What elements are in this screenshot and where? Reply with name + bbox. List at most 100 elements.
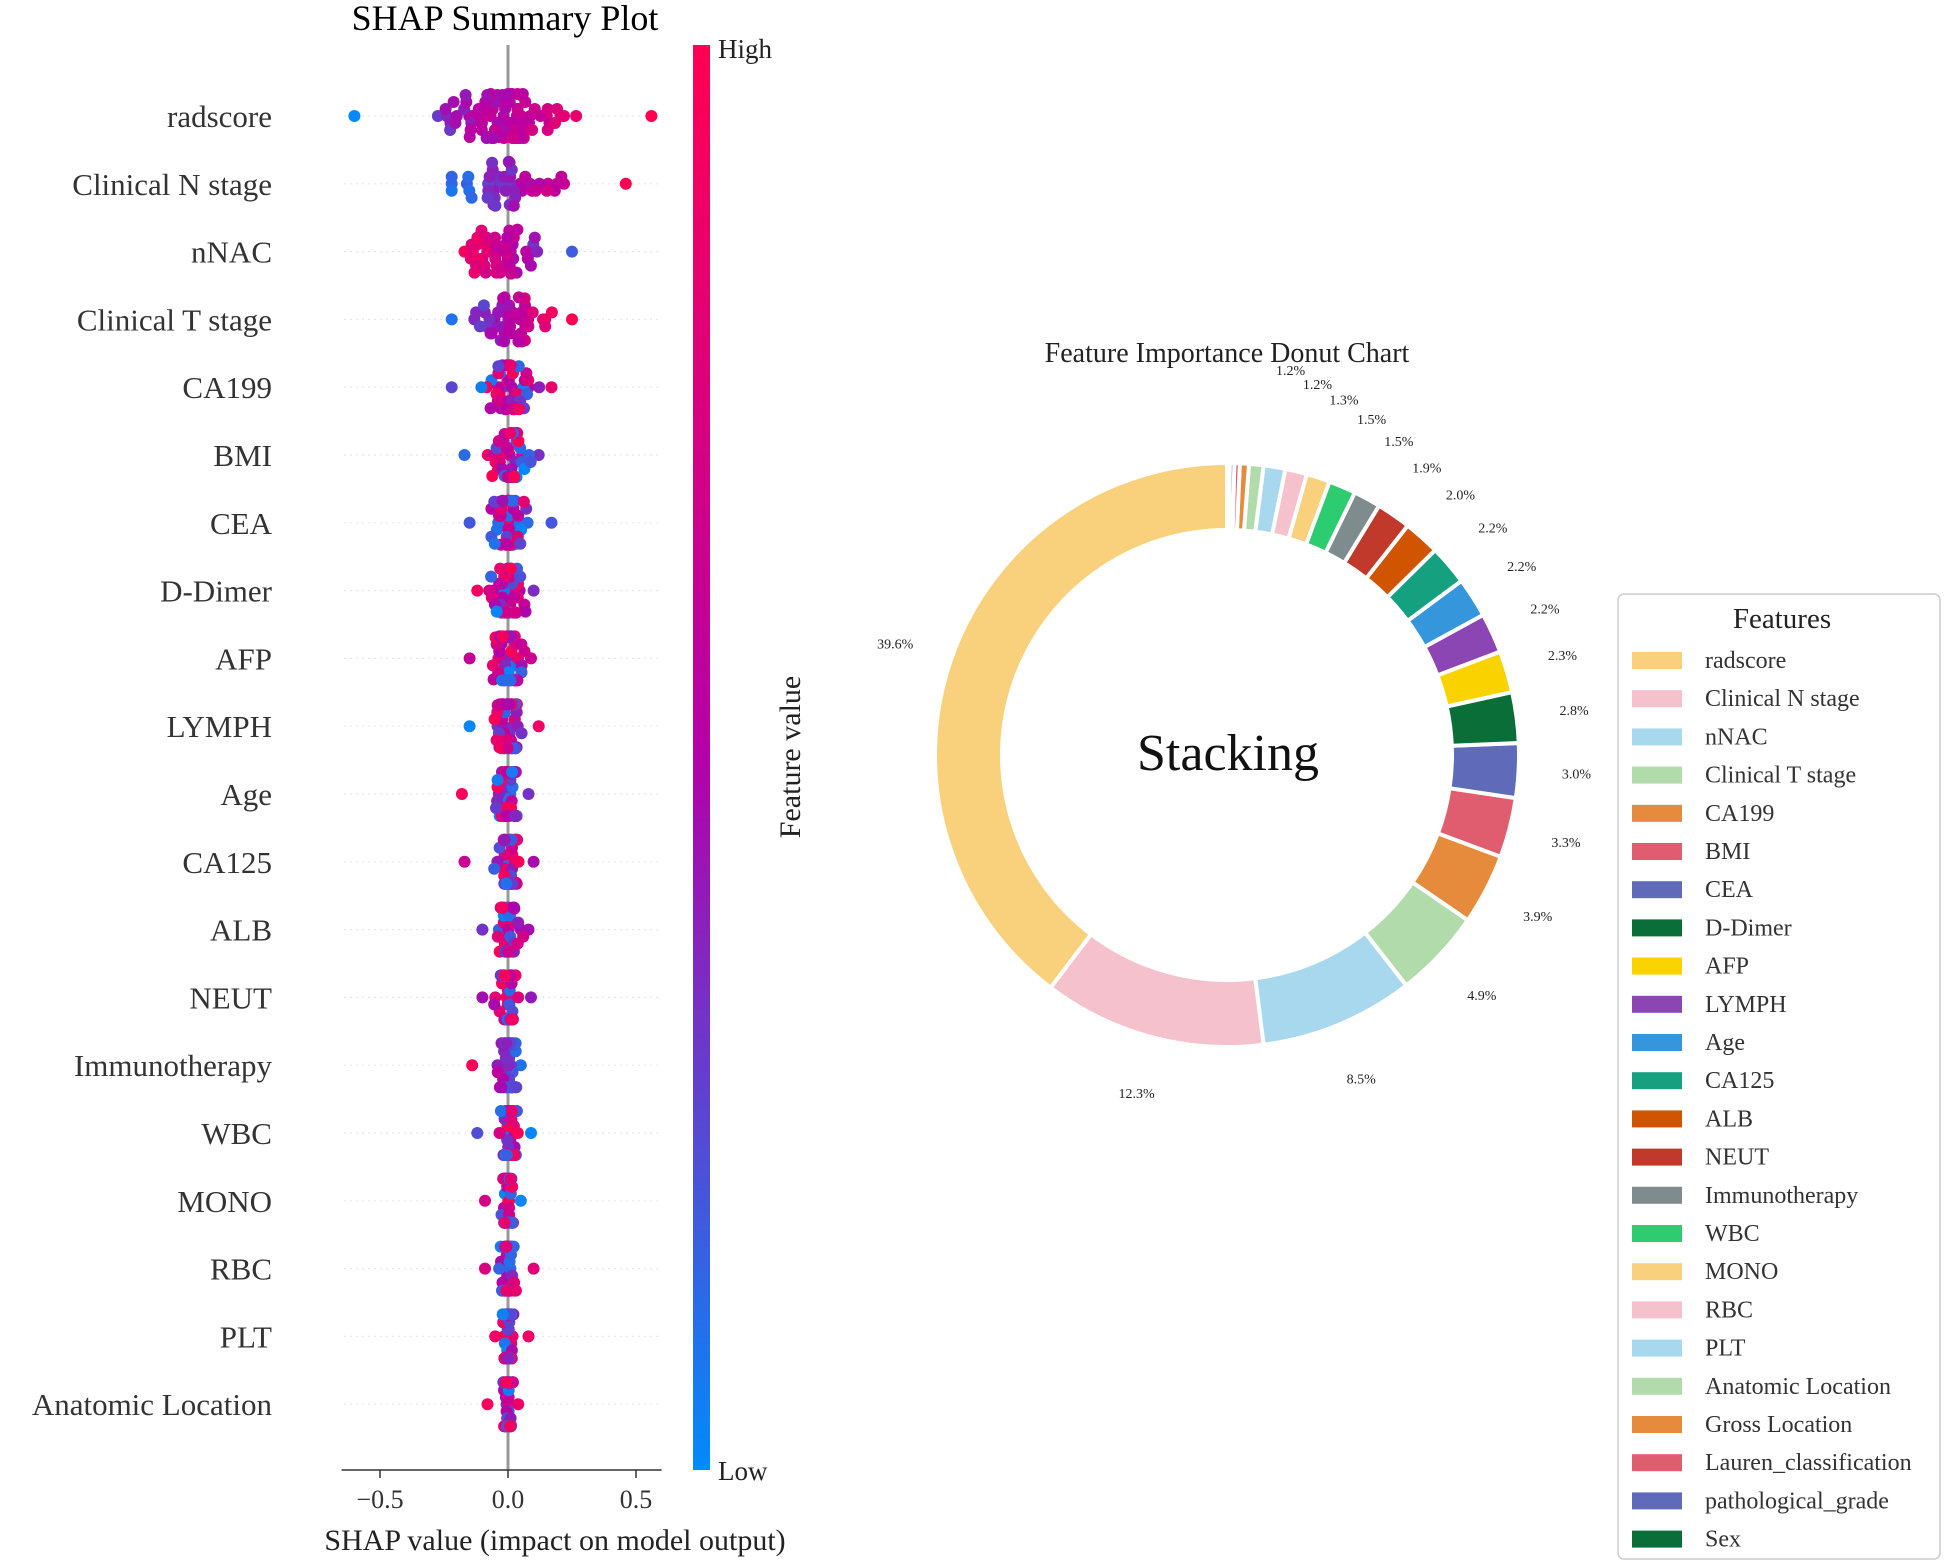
- shap-feature-labels: radscore Clinical N stage nNAC Clinical T s…: [32, 99, 273, 1422]
- shap-feature-label: LYMPH: [167, 709, 272, 744]
- shap-point: [505, 562, 517, 575]
- shap-point: [506, 766, 519, 778]
- shap-point: [511, 103, 524, 115]
- shap-point: [501, 88, 514, 100]
- shap-point: [527, 855, 540, 868]
- shap-point: [493, 1262, 506, 1275]
- legend-swatch: [1632, 1454, 1682, 1472]
- shap-point: [445, 381, 458, 394]
- shap-point: [493, 577, 506, 590]
- shap-point: [514, 1059, 527, 1072]
- shap-point: [522, 1330, 535, 1343]
- shap-feature-label: CEA: [210, 506, 273, 541]
- legend-label: CA125: [1705, 1068, 1774, 1094]
- shap-point: [539, 320, 552, 333]
- shap-feature-label: Clinical N stage: [72, 167, 272, 202]
- legend-label: PLT: [1705, 1336, 1746, 1362]
- shap-feature-label: RBC: [210, 1252, 272, 1287]
- shap-point: [514, 1194, 527, 1207]
- donut-percent-label: 1.9%: [1412, 462, 1442, 477]
- colorbar-low-label: Low: [718, 1456, 768, 1486]
- shap-point: [489, 1330, 502, 1343]
- shap-point: [495, 1081, 508, 1094]
- shap-point: [475, 117, 488, 129]
- shap-point: [505, 267, 517, 280]
- shap-point: [471, 584, 484, 597]
- shap-point: [511, 1127, 524, 1139]
- legend-swatch: [1632, 957, 1682, 975]
- legend-swatch: [1632, 1263, 1682, 1281]
- shap-point: [475, 381, 488, 394]
- shap-point: [439, 103, 452, 115]
- shap-feature-label: Clinical T stage: [77, 302, 272, 337]
- shap-point: [488, 537, 501, 550]
- shap-feature-label: WBC: [201, 1116, 272, 1151]
- legend-label: Sex: [1705, 1527, 1741, 1553]
- legend-swatch: [1632, 1377, 1682, 1395]
- shap-x-axis-title: SHAP value (impact on model output): [324, 1524, 785, 1557]
- shap-point: [498, 335, 511, 348]
- shap-point: [500, 1284, 513, 1297]
- donut-percent-label: 1.5%: [1384, 435, 1414, 450]
- shap-point: [479, 1262, 491, 1275]
- legend-swatch: [1632, 1034, 1682, 1051]
- shap-point: [506, 1105, 518, 1117]
- shap-point: [528, 231, 541, 244]
- shap-point: [500, 538, 513, 551]
- shap-point: [512, 1398, 525, 1411]
- shap-point: [500, 1037, 513, 1050]
- legend-label: NEUT: [1705, 1145, 1769, 1171]
- shap-point: [477, 299, 490, 312]
- legend-label: RBC: [1705, 1297, 1753, 1323]
- shap-point: [513, 403, 525, 416]
- shap-point: [498, 170, 511, 183]
- legend-swatch: [1632, 843, 1682, 860]
- legend-swatch: [1632, 995, 1682, 1013]
- donut-center-text: Stacking: [1137, 725, 1319, 782]
- shap-point: [483, 584, 496, 597]
- shap-point: [512, 916, 525, 929]
- shap-point: [519, 605, 532, 618]
- shap-point: [508, 471, 521, 483]
- legend-label: LYMPH: [1705, 992, 1787, 1018]
- legend-swatch: [1632, 804, 1682, 822]
- shap-point: [493, 1127, 506, 1139]
- shap-feature-label: D-Dimer: [160, 574, 273, 609]
- shap-point: [431, 110, 444, 122]
- shap-point: [541, 103, 554, 115]
- shap-point: [516, 88, 529, 100]
- legend-swatch: [1632, 1186, 1682, 1204]
- shap-point: [491, 930, 504, 943]
- shap-point: [476, 923, 489, 936]
- legend-label: AFP: [1705, 954, 1749, 980]
- shap-x-tick-label: 0.5: [620, 1485, 653, 1514]
- shap-point: [504, 1172, 517, 1185]
- shap-point: [494, 562, 507, 575]
- shap-point: [512, 509, 525, 522]
- shap-feature-label: AFP: [215, 641, 272, 676]
- shap-point: [472, 103, 485, 115]
- legend-label: MONO: [1705, 1259, 1778, 1285]
- shap-point: [490, 802, 502, 814]
- shap-point: [531, 245, 544, 258]
- shap-point: [504, 674, 517, 687]
- shap-point: [545, 516, 558, 529]
- donut-slice: [1225, 460, 1232, 533]
- donut-percent-label: 1.2%: [1276, 364, 1306, 379]
- donut-percent-label: 39.6%: [877, 638, 914, 653]
- donut-slices: [933, 460, 1521, 1049]
- shap-x-tick-label: −0.5: [356, 1485, 403, 1514]
- legend-label: D-Dimer: [1705, 915, 1792, 941]
- shap-point: [468, 266, 481, 279]
- donut-percent-label: 3.0%: [1562, 768, 1592, 783]
- shap-point: [481, 191, 494, 204]
- shap-point: [504, 427, 517, 439]
- donut-percent-label: 4.9%: [1467, 989, 1497, 1004]
- shap-point: [502, 945, 515, 958]
- shap-point: [481, 1398, 494, 1411]
- legend-label: Lauren_classification: [1705, 1450, 1912, 1476]
- legend-swatch: [1632, 766, 1682, 784]
- shap-feature-label: MONO: [177, 1184, 272, 1219]
- legend-swatch: [1632, 1072, 1682, 1090]
- shap-point: [645, 110, 658, 122]
